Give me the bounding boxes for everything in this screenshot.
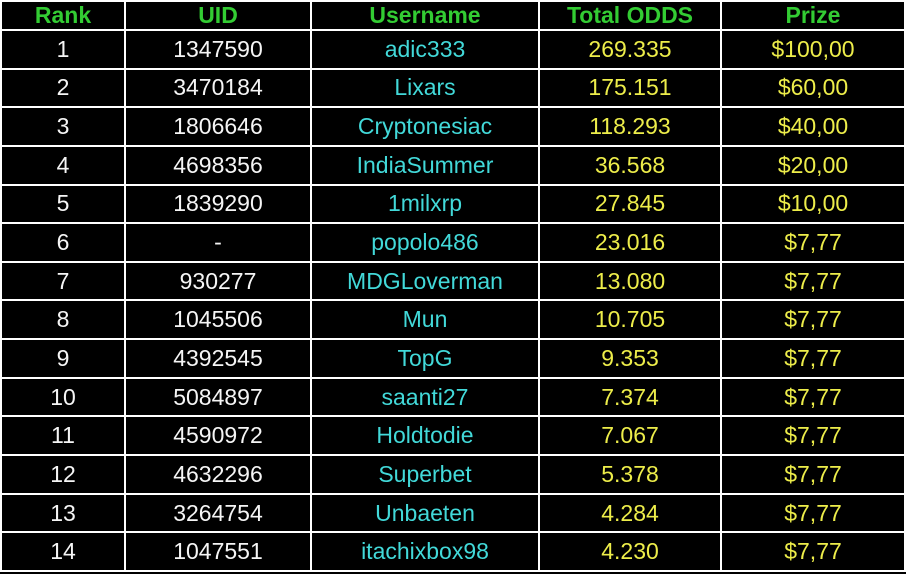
table-row: 11 4590972 Holdtodie 7.067 $7,77 (0, 415, 906, 457)
table-row: 9 4392545 TopG 9.353 $7,77 (0, 338, 906, 379)
total-odds-cell: 27.845 (538, 183, 722, 225)
username-cell: Lixars (310, 67, 540, 109)
username-cell: Holdtodie (310, 415, 540, 457)
username-cell: TopG (310, 338, 540, 379)
username-cell: itachixbox98 (310, 531, 540, 572)
table-row: 12 4632296 Superbet 5.378 $7,77 (0, 454, 906, 495)
rank-cell: 13 (0, 492, 126, 534)
prize-cell: $20,00 (720, 144, 906, 186)
rank-cell: 2 (0, 67, 126, 109)
table-row: 3 1806646 Cryptonesiac 118.293 $40,00 (0, 106, 906, 147)
table-header: Rank UID Username Total ODDS Prize (0, 0, 906, 31)
prize-cell: $7,77 (720, 454, 906, 495)
username-cell: Unbaeten (310, 492, 540, 534)
username-cell: Mun (310, 299, 540, 341)
table-row: 8 1045506 Mun 10.705 $7,77 (0, 299, 906, 341)
total-odds-cell: 4.284 (538, 492, 722, 534)
table-row: 2 3470184 Lixars 175.151 $60,00 (0, 67, 906, 109)
column-header-username: Username (310, 0, 540, 31)
rank-cell: 3 (0, 106, 126, 147)
uid-cell: 1045506 (124, 299, 312, 341)
rank-cell: 12 (0, 454, 126, 495)
prize-cell: $7,77 (720, 260, 906, 302)
prize-cell: $10,00 (720, 183, 906, 225)
uid-cell: 4590972 (124, 415, 312, 457)
table-row: 4 4698356 IndiaSummer 36.568 $20,00 (0, 144, 906, 186)
rank-cell: 11 (0, 415, 126, 457)
username-cell: IndiaSummer (310, 144, 540, 186)
total-odds-cell: 4.230 (538, 531, 722, 572)
uid-cell: 5084897 (124, 376, 312, 418)
prize-cell: $7,77 (720, 492, 906, 534)
uid-cell: 4392545 (124, 338, 312, 379)
total-odds-cell: 23.016 (538, 222, 722, 263)
uid-cell: 3264754 (124, 492, 312, 534)
header-row: Rank UID Username Total ODDS Prize (0, 0, 906, 31)
rank-cell: 9 (0, 338, 126, 379)
table-row: 10 5084897 saanti27 7.374 $7,77 (0, 376, 906, 418)
column-header-prize: Prize (720, 0, 906, 31)
total-odds-cell: 269.335 (538, 29, 722, 70)
username-cell: Cryptonesiac (310, 106, 540, 147)
prize-cell: $100,00 (720, 29, 906, 70)
table-row: 7 930277 MDGLoverman 13.080 $7,77 (0, 260, 906, 302)
username-cell: MDGLoverman (310, 260, 540, 302)
total-odds-cell: 13.080 (538, 260, 722, 302)
uid-cell: 1047551 (124, 531, 312, 572)
total-odds-cell: 7.374 (538, 376, 722, 418)
username-cell: adic333 (310, 29, 540, 70)
total-odds-cell: 10.705 (538, 299, 722, 341)
prize-cell: $7,77 (720, 376, 906, 418)
rank-cell: 7 (0, 260, 126, 302)
uid-cell: 4632296 (124, 454, 312, 495)
rank-cell: 4 (0, 144, 126, 186)
total-odds-cell: 175.151 (538, 67, 722, 109)
uid-cell: - (124, 222, 312, 263)
rank-cell: 14 (0, 531, 126, 572)
username-cell: 1milxrp (310, 183, 540, 225)
prize-cell: $40,00 (720, 106, 906, 147)
column-header-total-odds: Total ODDS (538, 0, 722, 31)
uid-cell: 3470184 (124, 67, 312, 109)
table-row: 13 3264754 Unbaeten 4.284 $7,77 (0, 492, 906, 534)
table-row: 14 1047551 itachixbox98 4.230 $7,77 (0, 531, 906, 572)
username-cell: Superbet (310, 454, 540, 495)
uid-cell: 930277 (124, 260, 312, 302)
prize-cell: $7,77 (720, 222, 906, 263)
table-row: 1 1347590 adic333 269.335 $100,00 (0, 29, 906, 70)
prize-cell: $7,77 (720, 415, 906, 457)
table-body: 1 1347590 adic333 269.335 $100,00 2 3470… (0, 29, 906, 572)
total-odds-cell: 9.353 (538, 338, 722, 379)
uid-cell: 1839290 (124, 183, 312, 225)
rank-cell: 1 (0, 29, 126, 70)
column-header-rank: Rank (0, 0, 126, 31)
uid-cell: 1806646 (124, 106, 312, 147)
total-odds-cell: 7.067 (538, 415, 722, 457)
table-row: 6 - popolo486 23.016 $7,77 (0, 222, 906, 263)
column-header-uid: UID (124, 0, 312, 31)
table-row: 5 1839290 1milxrp 27.845 $10,00 (0, 183, 906, 225)
total-odds-cell: 118.293 (538, 106, 722, 147)
username-cell: saanti27 (310, 376, 540, 418)
username-cell: popolo486 (310, 222, 540, 263)
prize-cell: $7,77 (720, 299, 906, 341)
uid-cell: 4698356 (124, 144, 312, 186)
rank-cell: 10 (0, 376, 126, 418)
rank-cell: 6 (0, 222, 126, 263)
prize-cell: $7,77 (720, 338, 906, 379)
rank-cell: 8 (0, 299, 126, 341)
prize-cell: $60,00 (720, 67, 906, 109)
rank-cell: 5 (0, 183, 126, 225)
total-odds-cell: 5.378 (538, 454, 722, 495)
prize-cell: $7,77 (720, 531, 906, 572)
uid-cell: 1347590 (124, 29, 312, 70)
total-odds-cell: 36.568 (538, 144, 722, 186)
